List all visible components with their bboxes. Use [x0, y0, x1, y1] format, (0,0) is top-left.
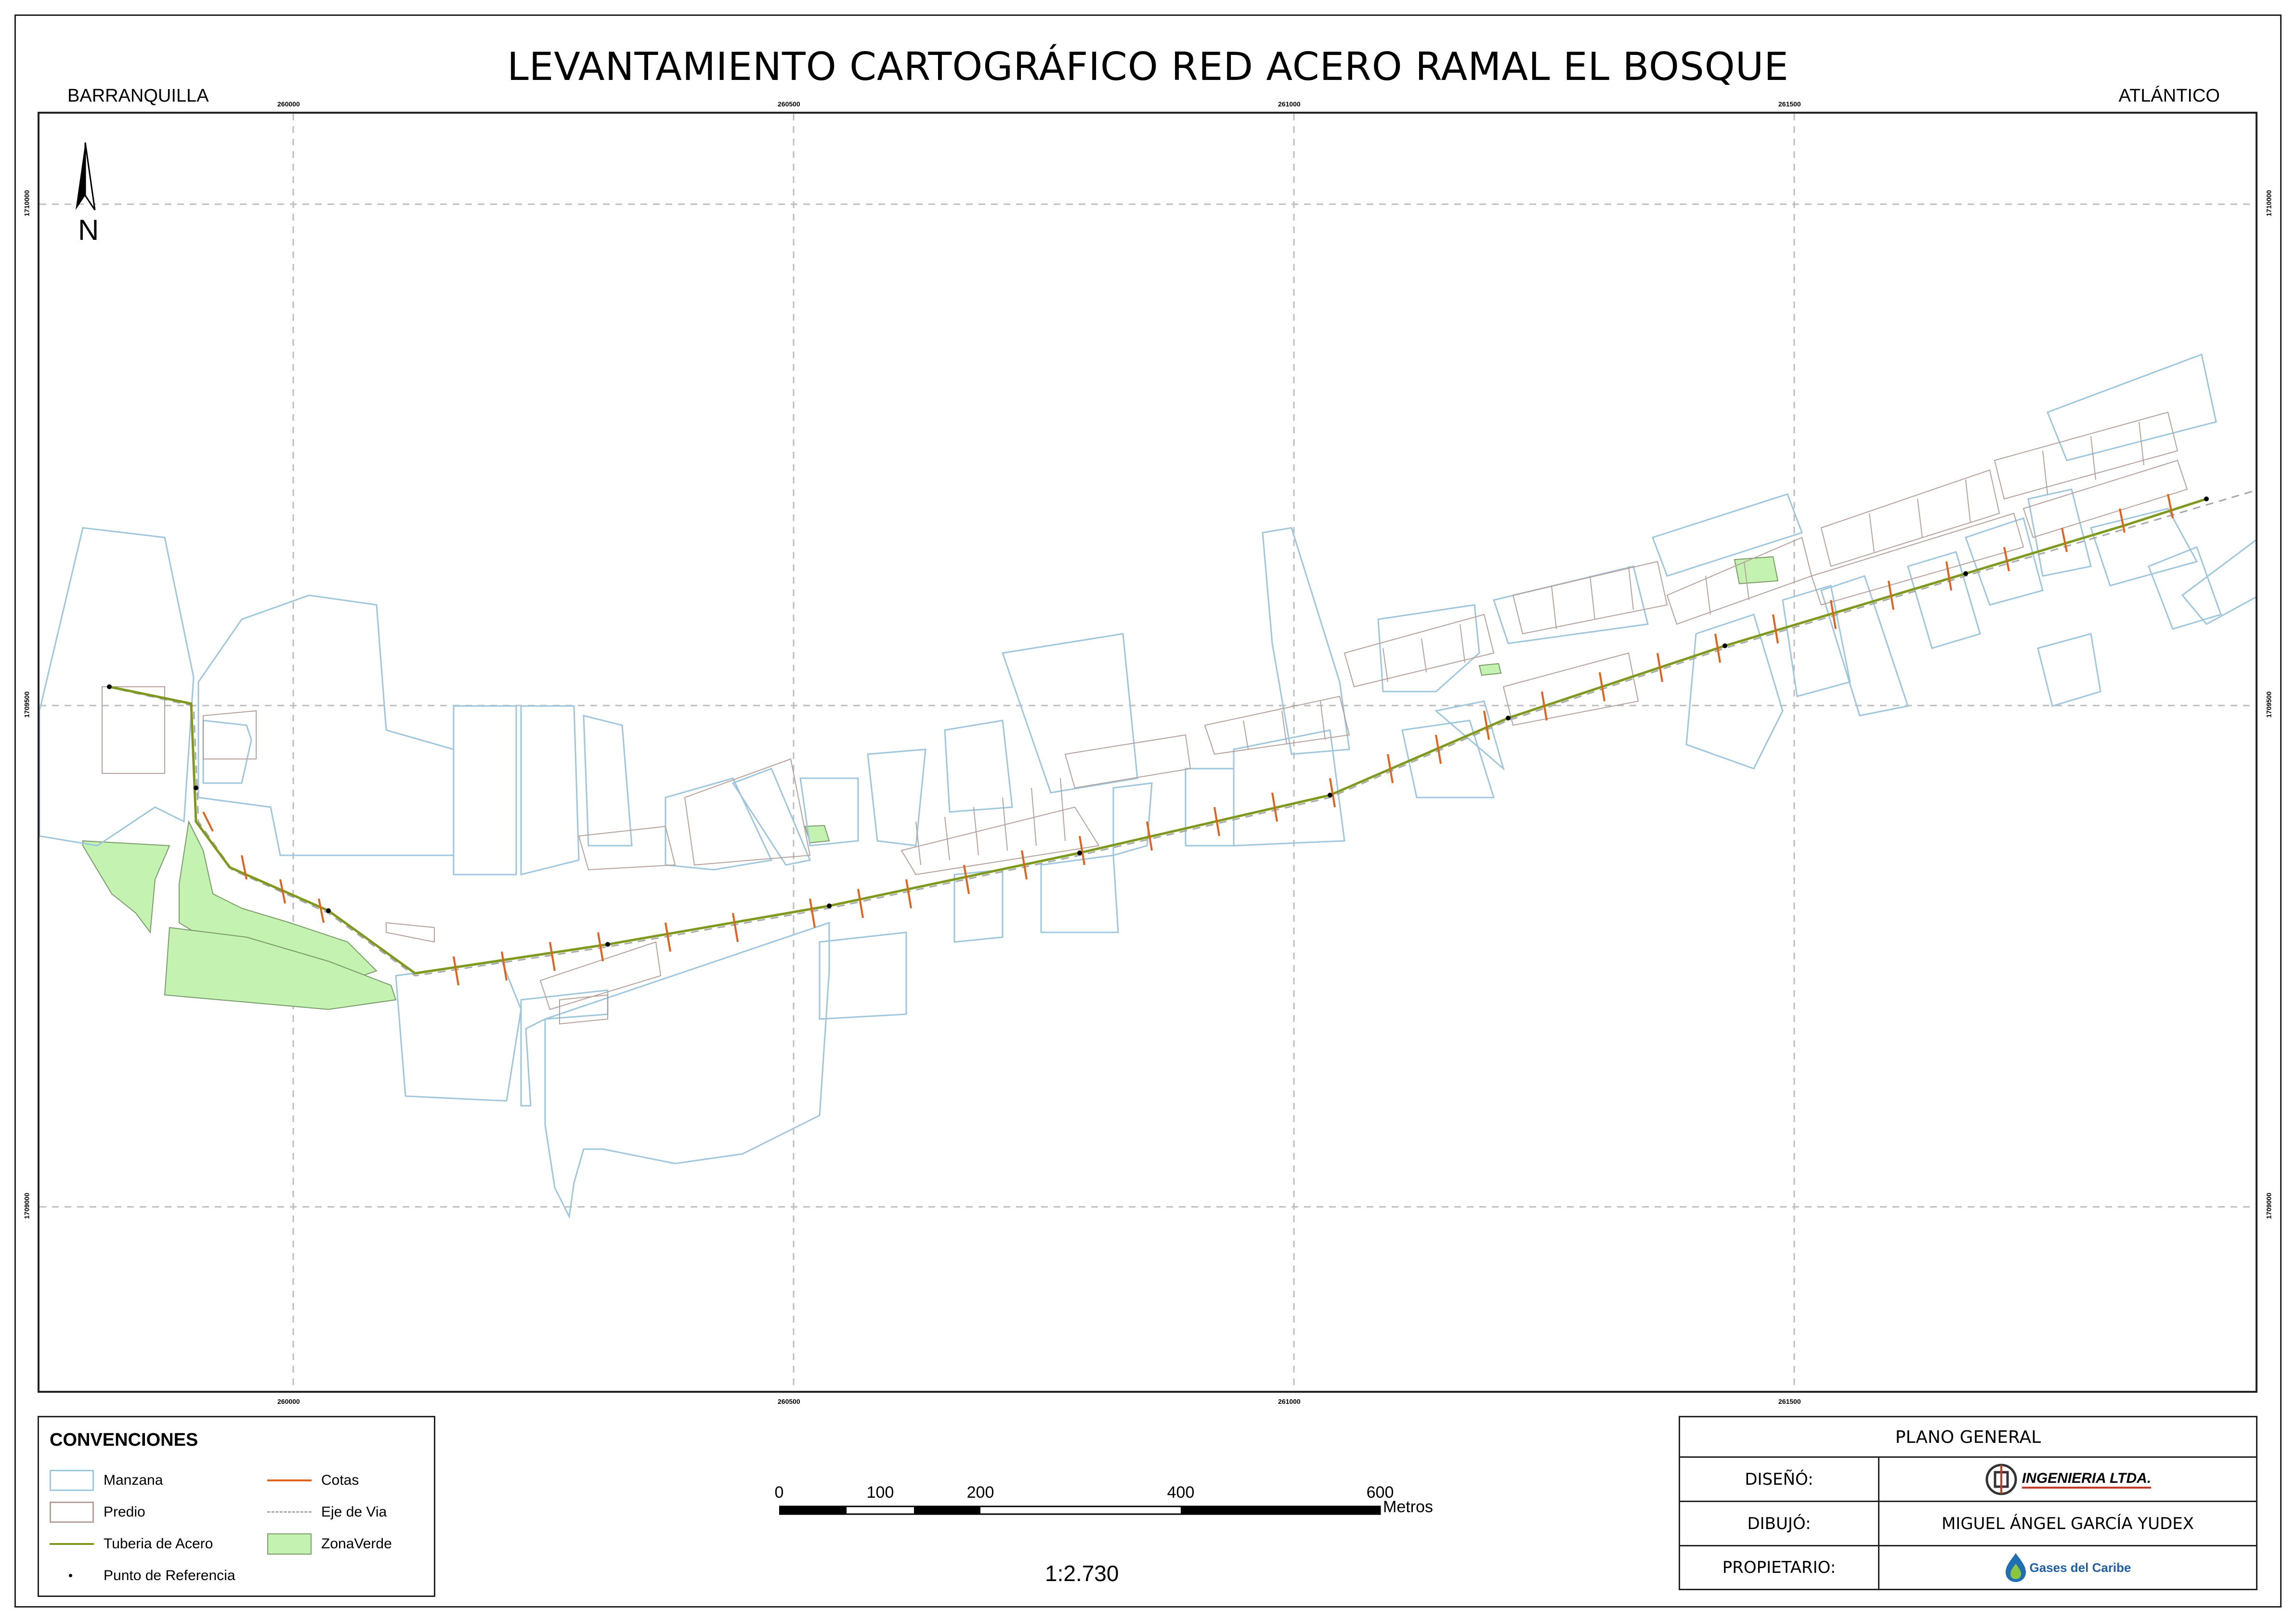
legend-item-eje-de-via: Eje de Via — [267, 1500, 387, 1524]
predio-swatch — [50, 1502, 94, 1523]
x-tick-bottom-261500: 261500 — [1778, 1398, 1801, 1405]
dibujo-label: DIBUJÓ: — [1680, 1502, 1879, 1545]
y-tick-left-1709500: 1709500 — [23, 691, 31, 718]
map-sheet-border — [14, 14, 2282, 1608]
legend-item-punto-de-referencia: Punto de Referencia — [50, 1564, 235, 1588]
x-tick-bottom-260000: 260000 — [277, 1398, 300, 1405]
manzana-swatch — [50, 1470, 94, 1491]
legend-item-manzana: Manzana — [50, 1468, 163, 1492]
green-zones — [82, 556, 1779, 1010]
title-block-row-diseno: DISEÑÓ: INGENIERIA LTDA. — [1680, 1458, 2256, 1502]
legend-label-zona-verde: ZonaVerde — [321, 1536, 392, 1552]
y-tick-right-1710000: 1710000 — [2265, 190, 2273, 217]
title-block-row-dibujo: DIBUJÓ: MIGUEL ÁNGEL GARCÍA YUDEX — [1680, 1502, 2256, 1546]
predio-lots — [102, 411, 2188, 1025]
north-arrow-icon — [76, 142, 96, 210]
scale-bar-graphic — [779, 1505, 1381, 1515]
dibujo-value: MIGUEL ÁNGEL GARCÍA YUDEX — [1941, 1514, 2194, 1533]
legend-label-predio: Predio — [104, 1504, 145, 1520]
predio-dividers — [915, 421, 2144, 865]
ingenieria-logo-text: INGENIERIA LTDA. — [2022, 1470, 2152, 1489]
road-axis — [106, 489, 2256, 977]
legend-item-tuberia-de-acero: Tuberia de Acero — [50, 1532, 213, 1556]
x-tick-top-261000: 261000 — [1278, 100, 1301, 108]
diseno-label: DISEÑÓ: — [1680, 1458, 1879, 1501]
legend-item-zona-verde: ZonaVerde — [267, 1532, 392, 1556]
y-tick-right-1709500: 1709500 — [2265, 691, 2273, 718]
zona-verde-swatch — [267, 1533, 312, 1555]
scale-ratio: 1:2.730 — [1045, 1561, 1119, 1586]
gases-logo-text: Gases del Caribe — [2029, 1560, 2131, 1575]
y-tick-left-1709000: 1709000 — [23, 1192, 31, 1219]
legend-label-tuberia: Tuberia de Acero — [104, 1536, 213, 1552]
graticule — [39, 114, 2256, 1391]
scale-label-400: 400 — [1167, 1483, 1195, 1502]
title-block: PLANO GENERAL DISEÑÓ: INGENIERIA LTDA. D… — [1679, 1416, 2257, 1590]
eje-de-via-swatch — [267, 1502, 312, 1523]
legend-label-eje-de-via: Eje de Via — [321, 1504, 387, 1520]
legend-item-predio: Predio — [50, 1500, 145, 1524]
steel-pipeline — [109, 497, 2207, 975]
y-tick-left-1710000: 1710000 — [23, 190, 31, 217]
scale-label-0: 0 — [774, 1483, 784, 1502]
ingenieria-emblem-icon — [1985, 1464, 2017, 1495]
map-title: LEVANTAMIENTO CARTOGRÁFICO RED ACERO RAM… — [507, 44, 1789, 89]
scale-label-200: 200 — [966, 1483, 994, 1502]
cotas-marks — [202, 494, 2174, 986]
x-tick-bottom-261000: 261000 — [1278, 1398, 1301, 1405]
department-label: ATLÁNTICO — [2118, 86, 2220, 106]
x-tick-top-260500: 260500 — [778, 100, 800, 108]
cotas-swatch — [267, 1470, 312, 1491]
scale-label-600: 600 — [1366, 1483, 1394, 1502]
north-label: N — [78, 214, 99, 246]
x-tick-bottom-260500: 260500 — [778, 1398, 800, 1405]
legend-label-cotas: Cotas — [321, 1472, 359, 1488]
scale-label-100: 100 — [866, 1483, 894, 1502]
ingenieria-logo: INGENIERIA LTDA. — [1879, 1458, 2256, 1501]
manzana-blocks — [39, 353, 2256, 1219]
x-tick-top-261500: 261500 — [1778, 100, 1801, 108]
legend-label-manzana: Manzana — [104, 1472, 163, 1488]
map-frame: N — [38, 112, 2257, 1393]
legend-panel: CONVENCIONES Manzana Cotas Predio Eje de… — [38, 1416, 435, 1597]
scale-unit: Metros — [1383, 1498, 1433, 1516]
title-block-heading: PLANO GENERAL — [1680, 1417, 2256, 1458]
propietario-label: PROPIETARIO: — [1680, 1546, 1879, 1589]
gases-del-caribe-logo: Gases del Caribe — [1879, 1546, 2256, 1589]
tuberia-swatch — [50, 1533, 94, 1555]
flame-icon — [2005, 1553, 2026, 1582]
punto-swatch — [50, 1565, 94, 1586]
city-label: BARRANQUILLA — [67, 86, 209, 106]
scale-bar: 0 100 200 400 600 Metros — [774, 1483, 1433, 1527]
y-tick-right-1709000: 1709000 — [2265, 1192, 2273, 1219]
title-block-row-propietario: PROPIETARIO: Gases del Caribe — [1680, 1546, 2256, 1589]
legend-label-punto: Punto de Referencia — [104, 1568, 235, 1583]
map-canvas: N — [39, 114, 2256, 1391]
x-tick-top-260000: 260000 — [277, 100, 300, 108]
legend-heading: CONVENCIONES — [50, 1430, 198, 1450]
reference-points — [107, 497, 2209, 947]
legend-item-cotas: Cotas — [267, 1468, 359, 1492]
